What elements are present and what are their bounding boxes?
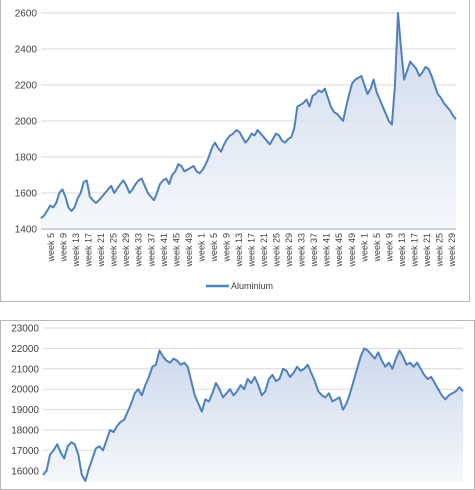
y-tick-label: 22000 bbox=[11, 344, 39, 355]
x-tick-label: week 21 bbox=[259, 233, 269, 268]
x-tick-label: week 45 bbox=[171, 233, 181, 268]
plot-area bbox=[42, 347, 464, 482]
x-tick-label: week 9 bbox=[221, 233, 231, 263]
x-tick-label: week 9 bbox=[384, 233, 394, 263]
y-axis-ticks: 16000 17000 18000 19000 20000 21000 22000 23000 bbox=[11, 324, 39, 478]
x-tick-label: week 1 bbox=[359, 233, 369, 263]
x-tick-label: week 25 bbox=[109, 233, 119, 268]
y-tick-label: 2600 bbox=[15, 9, 38, 20]
x-tick-label: week 33 bbox=[297, 233, 307, 268]
x-tick-label: week 29 bbox=[447, 233, 457, 268]
aluminium-chart-panel: 1400 1600 1800 2000 2200 2400 2600 week 5 week … bbox=[0, 0, 470, 302]
x-tick-label: week 5 bbox=[46, 233, 56, 263]
y-tick-label: 20000 bbox=[11, 385, 39, 396]
x-tick-label: week 25 bbox=[272, 233, 282, 268]
y-tick-label: 23000 bbox=[11, 324, 39, 335]
legend-label: Aluminium bbox=[231, 281, 273, 291]
x-tick-label: week 21 bbox=[422, 233, 432, 268]
second-chart: 16000 17000 18000 19000 20000 21000 22000 23000 bbox=[11, 324, 464, 482]
x-tick-label: week 13 bbox=[71, 233, 81, 268]
y-tick-label: 1600 bbox=[15, 189, 38, 200]
x-tick-label: week 37 bbox=[309, 233, 319, 268]
y-tick-label: 18000 bbox=[11, 426, 39, 437]
y-tick-label: 2200 bbox=[15, 81, 38, 92]
y-tick-label: 1800 bbox=[15, 153, 38, 164]
x-tick-label: week 49 bbox=[347, 233, 357, 268]
y-tick-label: 21000 bbox=[11, 364, 39, 375]
x-tick-label: week 21 bbox=[96, 233, 106, 268]
y-tick-label: 17000 bbox=[11, 446, 39, 457]
y-tick-label: 2400 bbox=[15, 45, 38, 56]
x-tick-label: week 33 bbox=[134, 233, 144, 268]
x-tick-label: week 13 bbox=[234, 233, 244, 268]
x-tick-label: week 5 bbox=[372, 233, 382, 263]
x-tick-label: week 17 bbox=[247, 233, 257, 268]
y-tick-label: 2000 bbox=[15, 117, 38, 128]
x-tick-label: week 5 bbox=[209, 233, 219, 263]
x-tick-label: week 37 bbox=[146, 233, 156, 268]
x-tick-label: week 17 bbox=[84, 233, 94, 268]
x-tick-label: week 1 bbox=[196, 233, 206, 263]
x-tick-label: week 49 bbox=[184, 233, 194, 268]
series-area bbox=[41, 13, 456, 229]
x-tick-label: week 41 bbox=[322, 233, 332, 268]
x-axis-ticks: week 5 week 9 week 13 week 17 week 21 week 25… bbox=[41, 228, 457, 268]
x-tick-label: week 29 bbox=[121, 233, 131, 268]
y-tick-label: 19000 bbox=[11, 405, 39, 416]
legend: Aluminium bbox=[206, 281, 273, 291]
series-area bbox=[43, 348, 463, 481]
x-tick-label: week 41 bbox=[159, 233, 169, 268]
second-chart-panel: 16000 17000 18000 19000 20000 21000 22000 23000 bbox=[0, 320, 475, 490]
x-tick-label: week 29 bbox=[284, 233, 294, 268]
y-tick-label: 1400 bbox=[15, 225, 38, 236]
plot-area bbox=[40, 12, 457, 229]
y-tick-label: 16000 bbox=[11, 466, 39, 477]
series-line bbox=[40, 12, 457, 219]
x-tick-label: week 45 bbox=[334, 233, 344, 268]
y-axis-ticks: 1400 1600 1800 2000 2200 2400 2600 bbox=[15, 9, 38, 236]
x-tick-label: week 17 bbox=[409, 233, 419, 268]
x-tick-label: week 25 bbox=[434, 233, 444, 268]
x-tick-label: week 9 bbox=[59, 233, 69, 263]
series-line bbox=[42, 347, 464, 482]
x-tick-label: week 13 bbox=[397, 233, 407, 268]
